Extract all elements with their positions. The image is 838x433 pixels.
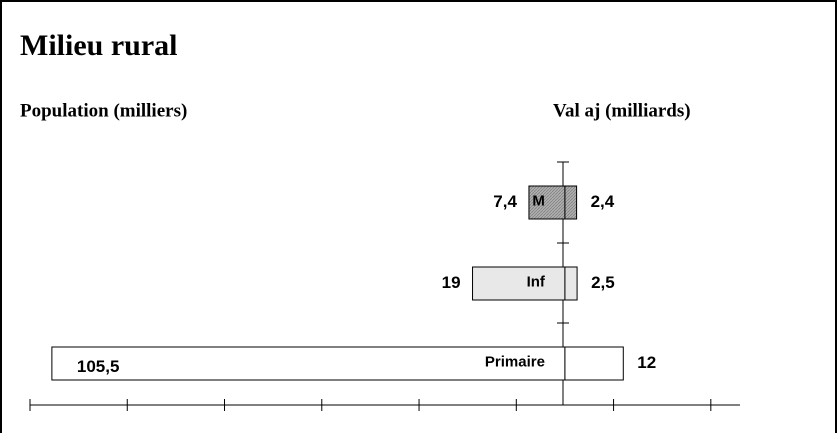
value-label: 12: [637, 353, 656, 372]
bar: [472, 266, 566, 301]
category-label: Inf: [527, 273, 546, 290]
value-label: 7,4: [493, 192, 517, 211]
right-series-name: Val aj (milliards): [553, 100, 691, 121]
left-series-name: Population (milliers): [20, 100, 187, 121]
value-label: 105,5: [77, 357, 120, 376]
value-label: 2,4: [591, 192, 615, 211]
bar: [564, 185, 578, 220]
category-label: M: [532, 192, 545, 209]
value-label: 19: [442, 273, 461, 292]
bar: [564, 346, 624, 381]
chart-title: Milieu rural: [20, 29, 177, 62]
value-label: 2,5: [591, 273, 615, 292]
category-label: Primaire: [485, 353, 545, 370]
bar: [564, 266, 578, 301]
